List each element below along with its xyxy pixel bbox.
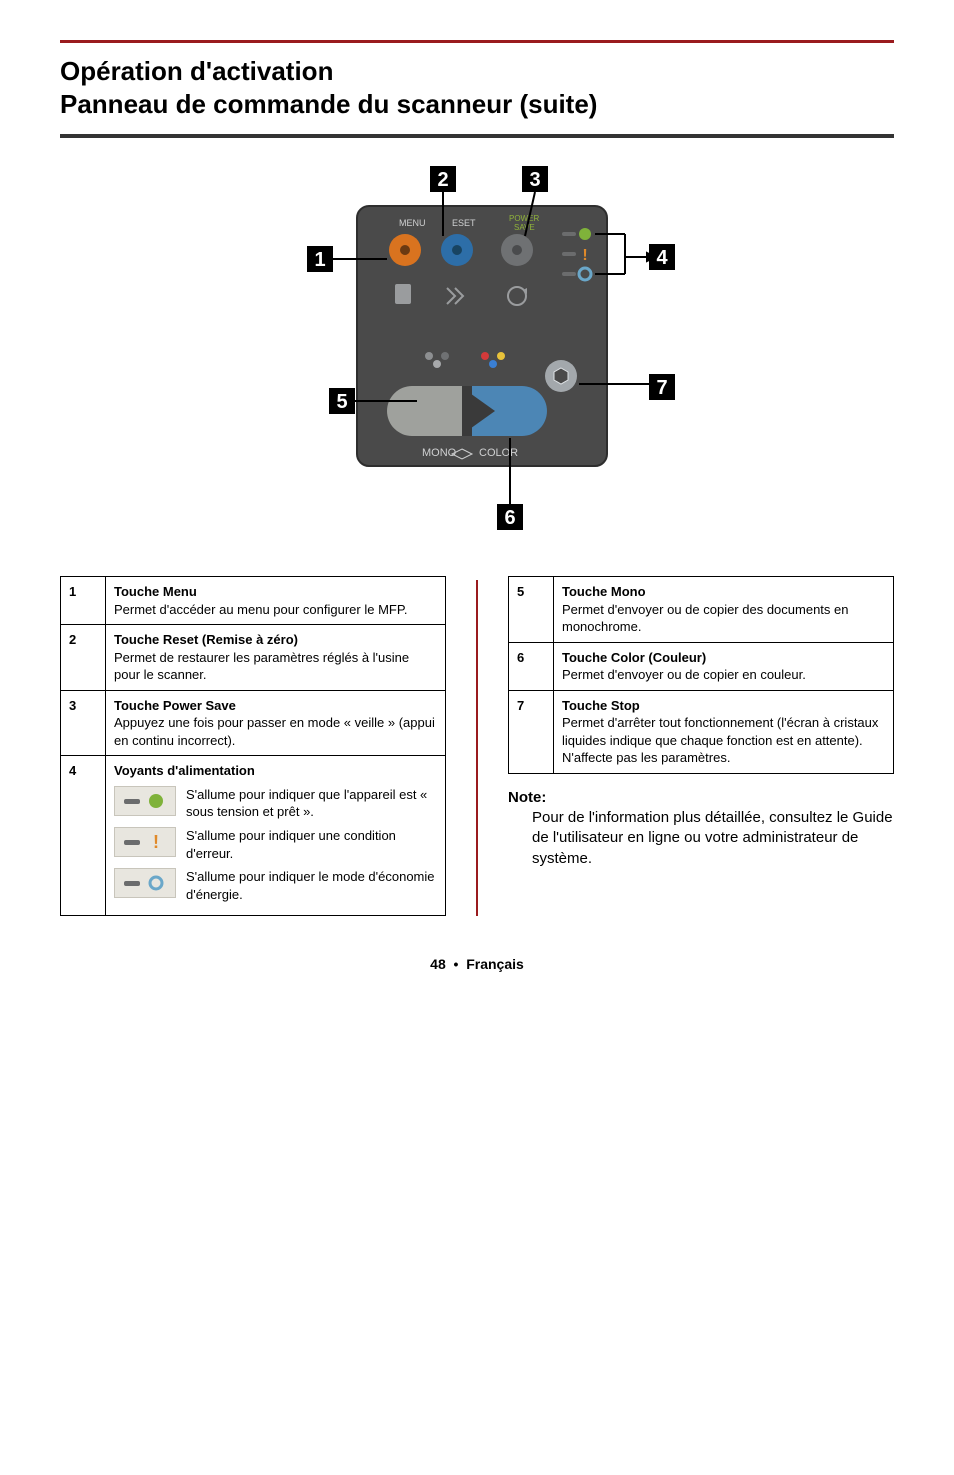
left-column: 1 Touche Menu Permet d'accéder au menu p… <box>60 576 446 916</box>
led-green-icon <box>579 228 591 240</box>
table-row: 6 Touche Color (Couleur) Permet d'envoye… <box>509 642 894 690</box>
note-heading: Note: <box>508 788 894 808</box>
power-label-bot: SAVE <box>514 223 535 232</box>
title-line-1: Opération d'activation <box>60 56 333 86</box>
led-swatch-blue <box>114 868 176 898</box>
footer-lang: Français <box>466 956 524 972</box>
row-body: Touche Stop Permet d'arrêter tout foncti… <box>554 690 894 773</box>
reset-label: ESET <box>452 218 476 228</box>
led-row-orange: ! S'allume pour indiquer une condition d… <box>114 827 437 862</box>
menu-label: MENU <box>399 218 426 228</box>
row-number: 3 <box>61 690 106 756</box>
led-text: S'allume pour indiquer que l'appareil es… <box>186 786 437 821</box>
row-title: Touche Reset (Remise à zéro) <box>114 632 298 647</box>
color-label: COLOR <box>479 447 518 459</box>
row-body: Touche Menu Permet d'accéder au menu pou… <box>106 577 446 625</box>
callout-5: 5 <box>336 391 347 413</box>
callout-7: 7 <box>656 377 667 399</box>
footer-bullet: • <box>454 956 459 972</box>
table-row: 1 Touche Menu Permet d'accéder au menu p… <box>61 577 446 625</box>
callout-6: 6 <box>504 507 515 529</box>
doc-icon <box>395 284 411 304</box>
row-number: 1 <box>61 577 106 625</box>
row-body: Touche Mono Permet d'envoyer ou de copie… <box>554 577 894 643</box>
led-swatch-green <box>114 786 176 816</box>
row-title: Touche Menu <box>114 584 197 599</box>
mono-label: MONO <box>422 447 457 459</box>
table-row: 7 Touche Stop Permet d'arrêter tout fonc… <box>509 690 894 773</box>
power-label-top: POWER <box>509 214 539 223</box>
right-table: 5 Touche Mono Permet d'envoyer ou de cop… <box>508 576 894 774</box>
row-number: 6 <box>509 642 554 690</box>
row-title: Touche Power Save <box>114 698 236 713</box>
row-body: Voyants d'alimentation S'allume pour ind… <box>106 756 446 916</box>
led-swatch-orange: ! <box>114 827 176 857</box>
row-number: 7 <box>509 690 554 773</box>
row-text: Appuyez une fois pour passer en mode « v… <box>114 715 435 748</box>
row-body: Touche Reset (Remise à zéro) Permet de r… <box>106 625 446 691</box>
led-orange-icon: ! <box>582 247 587 264</box>
row-title: Touche Mono <box>562 584 646 599</box>
row-number: 2 <box>61 625 106 691</box>
title-underline <box>60 134 894 138</box>
table-row: 3 Touche Power Save Appuyez une fois pou… <box>61 690 446 756</box>
note-block: Note: Pour de l'information plus détaill… <box>508 788 894 869</box>
footer-page: 48 <box>430 956 446 972</box>
callout-3: 3 <box>529 169 540 191</box>
table-row: 2 Touche Reset (Remise à zéro) Permet de… <box>61 625 446 691</box>
row-text: Permet d'envoyer ou de copier en couleur… <box>562 667 806 682</box>
row-number: 5 <box>509 577 554 643</box>
led-row-green: S'allume pour indiquer que l'appareil es… <box>114 786 437 821</box>
row-body: Touche Color (Couleur) Permet d'envoyer … <box>554 642 894 690</box>
row-title: Touche Color (Couleur) <box>562 650 706 665</box>
control-panel-diagram: 2 3 1 4 7 5 6 MENU ESET POWER SAVE <box>60 166 894 541</box>
left-table: 1 Touche Menu Permet d'accéder au menu p… <box>60 576 446 916</box>
led-row-blue: S'allume pour indiquer le mode d'économi… <box>114 868 437 903</box>
title-line-2: Panneau de commande du scanneur (suite) <box>60 89 597 119</box>
column-divider <box>476 580 478 916</box>
row-body: Touche Power Save Appuyez une fois pour … <box>106 690 446 756</box>
row-text: Permet d'accéder au menu pour configurer… <box>114 602 407 617</box>
table-row: 5 Touche Mono Permet d'envoyer ou de cop… <box>509 577 894 643</box>
row-title: Touche Stop <box>562 698 640 713</box>
table-row: 4 Voyants d'alimentation S'allume pour i… <box>61 756 446 916</box>
svg-text:!: ! <box>153 832 159 852</box>
note-body: Pour de l'information plus détaillée, co… <box>532 808 894 869</box>
top-rule <box>60 40 894 43</box>
callout-4: 4 <box>656 247 668 269</box>
right-column: 5 Touche Mono Permet d'envoyer ou de cop… <box>508 576 894 916</box>
callout-2: 2 <box>437 169 448 191</box>
row-text: Permet de restaurer les paramètres réglé… <box>114 650 409 683</box>
page-footer: 48 • Français <box>60 956 894 972</box>
led-text: S'allume pour indiquer le mode d'économi… <box>186 868 437 903</box>
start-mono-cap <box>387 386 462 436</box>
page-title: Opération d'activation Panneau de comman… <box>60 55 894 120</box>
row-text: Permet d'arrêter tout fonctionnement (l'… <box>562 715 878 765</box>
row-title: Voyants d'alimentation <box>114 763 255 778</box>
callout-1: 1 <box>314 249 325 271</box>
row-text: Permet d'envoyer ou de copier des docume… <box>562 602 848 635</box>
led-text: S'allume pour indiquer une condition d'e… <box>186 827 437 862</box>
row-number: 4 <box>61 756 106 916</box>
